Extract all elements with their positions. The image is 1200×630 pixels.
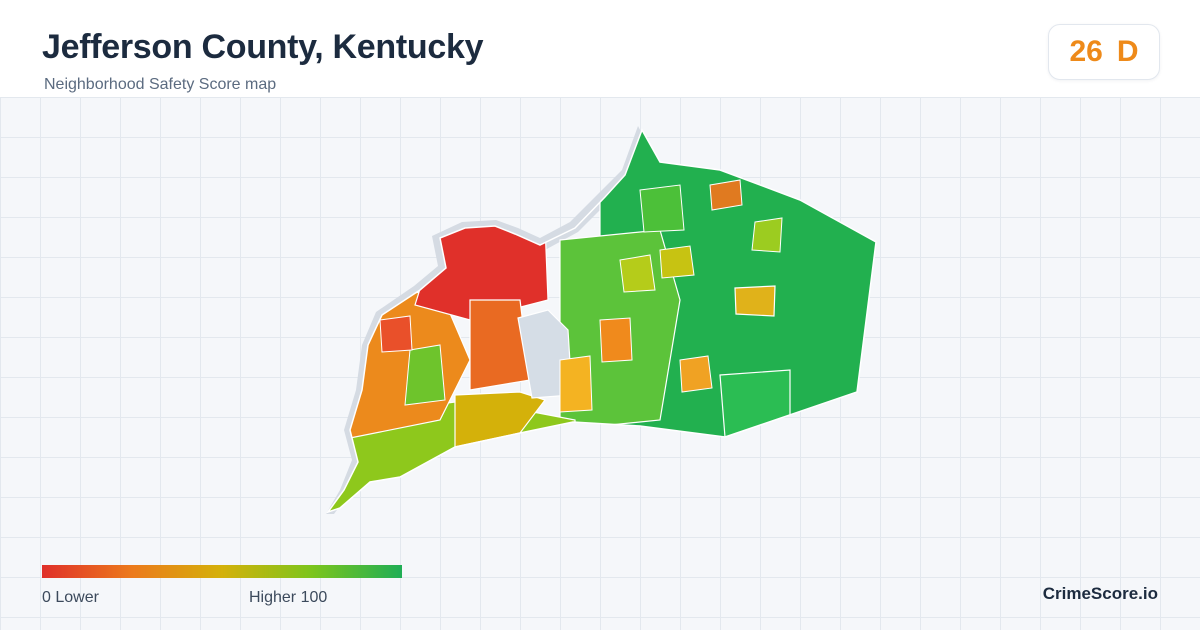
region-patch-b[interactable] [619, 254, 656, 293]
page-title: Jefferson County, Kentucky [42, 28, 484, 66]
county-boundary [326, 128, 877, 514]
county-regions[interactable] [320, 130, 900, 520]
region-patch-i[interactable] [639, 184, 685, 233]
safety-score-grade: D [1116, 35, 1139, 68]
region-patch-f[interactable] [404, 344, 446, 406]
legend-max-label: Higher 100 [249, 589, 328, 606]
safety-score-badge: 26 D [1048, 24, 1160, 80]
brand-logo-text[interactable]: CrimeScore.io [1042, 584, 1158, 603]
page-subtitle: Neighborhood Safety Score map [44, 76, 277, 93]
region-patch-e[interactable] [599, 317, 633, 363]
region-downtown-south[interactable] [469, 299, 531, 391]
river-outline [326, 126, 656, 514]
legend-color-scale [42, 565, 402, 578]
region-patch-d[interactable] [751, 217, 783, 253]
legend-min-label: 0 Lower [42, 589, 99, 606]
region-south-central[interactable] [454, 391, 546, 448]
region-patch-j[interactable] [659, 245, 695, 279]
region-patch-h[interactable] [379, 315, 413, 353]
region-patch-c[interactable] [709, 179, 743, 211]
region-patch-g[interactable] [559, 355, 593, 413]
region-east-central[interactable] [734, 285, 776, 317]
header [0, 0, 1200, 97]
safety-score-value: 26 [1069, 35, 1103, 68]
region-patch-a[interactable] [679, 355, 713, 393]
